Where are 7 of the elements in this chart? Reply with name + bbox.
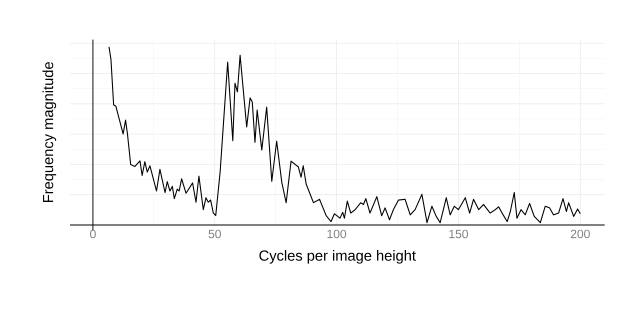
x-tick-label: 200 bbox=[570, 230, 590, 238]
x-axis-title: Cycles per image height bbox=[259, 250, 416, 264]
x-tick-label: 100 bbox=[328, 230, 346, 238]
x-tick-label: 0 bbox=[90, 230, 96, 238]
x-tick-label: 150 bbox=[449, 230, 468, 238]
y-axis-title: Frequency magnitude bbox=[42, 62, 56, 202]
x-tick-label: 50 bbox=[208, 230, 221, 238]
